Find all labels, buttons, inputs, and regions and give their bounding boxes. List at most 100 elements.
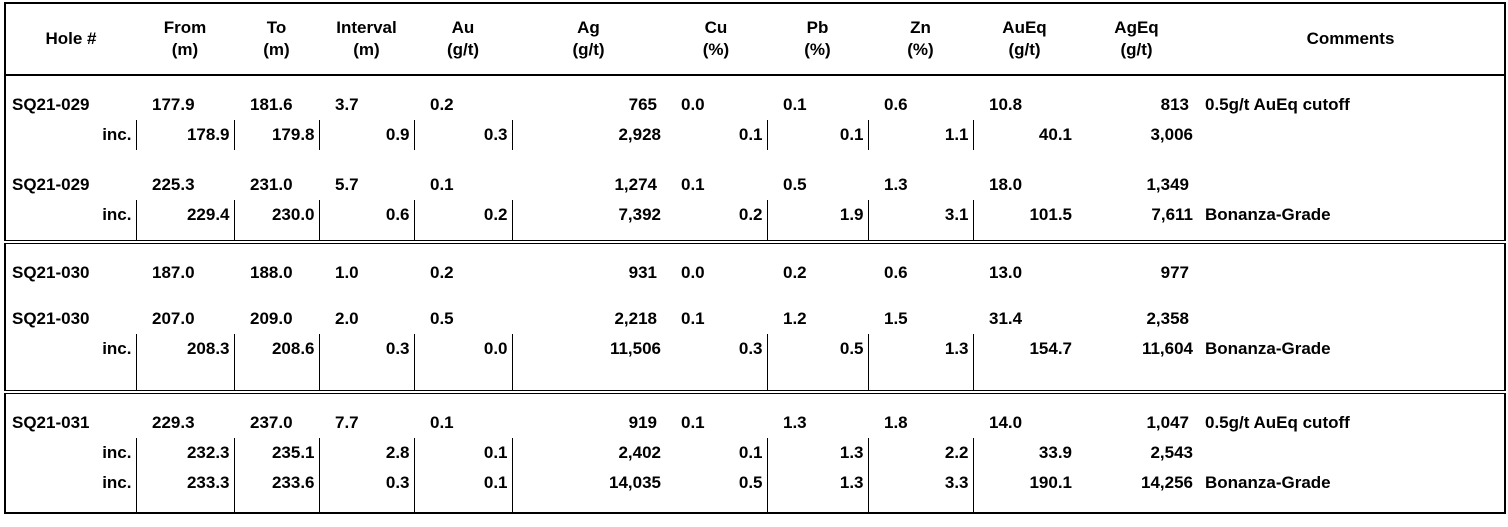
table-cell: 0.1 xyxy=(665,120,768,150)
table-cell: 0.3 xyxy=(319,468,415,513)
table-cell: SQ21-029 xyxy=(12,175,90,194)
table-cell: inc. xyxy=(5,120,137,150)
table-cell: 225.3 xyxy=(152,175,195,194)
table-cell: Bonanza-Grade xyxy=(1205,339,1331,358)
table-cell: 1,349 xyxy=(1146,175,1189,194)
header-line: (m) xyxy=(353,40,380,59)
table-cell: 0.6 xyxy=(319,200,415,242)
header-line: (g/t) xyxy=(1008,40,1041,59)
table-cell: inc. xyxy=(5,468,137,513)
table-cell: 0.2 xyxy=(767,240,868,288)
header-line: (%) xyxy=(804,40,831,59)
table-cell: 40.1 xyxy=(1038,125,1072,144)
table-cell: 233.6 xyxy=(234,468,320,513)
table-cell: 0.1 xyxy=(665,438,768,468)
table-cell: 178.9 xyxy=(136,120,235,150)
table-cell: 0.0 xyxy=(681,95,705,114)
table-cell: 1,274 xyxy=(614,175,657,194)
table-cell: 33.9 xyxy=(1038,443,1072,462)
table-cell: 0.3 xyxy=(665,334,768,392)
table-cell: 0.1 xyxy=(665,390,767,438)
header-line: Ag xyxy=(577,18,600,37)
table-row: inc. 233.3 233.6 0.3 0.1 14,035 0.5 1.3 3.3 190.1… xyxy=(5,468,1505,513)
table-cell: 0.5g/t AuEq cutoff xyxy=(1205,95,1350,114)
table-cell: 18.0 xyxy=(989,175,1023,194)
table-cell: 0.2 xyxy=(414,240,512,288)
table-cell: 0.5 xyxy=(665,468,768,513)
table-cell: 0.1 xyxy=(414,468,513,513)
table-cell: 0.1 xyxy=(767,120,869,150)
table-cell: 0.1 xyxy=(430,175,454,194)
table-cell: 765 xyxy=(628,95,657,114)
header-line: From xyxy=(163,18,207,37)
header-line: Zn xyxy=(910,18,931,37)
column-header: To (m) xyxy=(234,3,319,76)
table-cell: 0.6 xyxy=(884,95,908,114)
table-cell: 229.3 xyxy=(136,390,234,438)
table-cell: 237.0 xyxy=(234,390,319,438)
header-line: (g/t) xyxy=(446,40,480,59)
table-cell: 3,006 xyxy=(1150,125,1193,144)
column-header: AuEq (g/t) xyxy=(973,3,1076,76)
table-cell: 181.6 xyxy=(250,95,293,114)
table-cell: 188.0 xyxy=(234,240,319,288)
table-cell: 31.4 xyxy=(989,309,1023,328)
table-cell: 0.2 xyxy=(430,95,454,114)
table-row: SQ21-031 229.3 237.0 7.7 0.1 919 0.1 1.3 1.8 14.0… xyxy=(5,390,1505,438)
table-cell xyxy=(1197,150,1505,200)
header-line: (%) xyxy=(907,40,934,59)
table-cell: 177.9 xyxy=(152,95,195,114)
table-cell: 0.5g/t AuEq cutoff xyxy=(1197,390,1505,438)
table-cell: 7.7 xyxy=(319,390,414,438)
table-cell: SQ21-030 xyxy=(12,309,90,328)
table-cell: 0.1 xyxy=(414,438,513,468)
table-cell: 1.8 xyxy=(868,390,973,438)
table-row: inc. 178.9 179.8 0.9 0.3 2,928 0.1 0.1 1.1 40.1 3,… xyxy=(5,120,1505,150)
table-cell: 0.5 xyxy=(767,334,869,392)
table-cell: 0.5 xyxy=(430,309,454,328)
table-cell: 1.1 xyxy=(868,120,974,150)
table-header: Hole # From (m) To (m) Interval (m) Au (g/t) Ag (g… xyxy=(5,3,1505,76)
table-cell: 1.5 xyxy=(884,309,908,328)
table-cell: 230.0 xyxy=(234,200,320,242)
table-cell: 5.7 xyxy=(335,175,359,194)
table-cell: SQ21-031 xyxy=(5,390,136,438)
header-line: AgEq xyxy=(1114,18,1159,37)
table-cell: 0.2 xyxy=(414,200,513,242)
column-header: Hole # xyxy=(5,3,136,76)
table-cell: 2,402 xyxy=(618,443,661,462)
table-cell: 7,611 xyxy=(1151,205,1193,224)
table-cell: SQ21-030 xyxy=(5,240,136,288)
header-line: (m) xyxy=(263,40,290,59)
assay-table: Hole # From (m) To (m) Interval (m) Au (g/t) Ag (g… xyxy=(4,2,1506,514)
table-cell: 187.0 xyxy=(136,240,234,288)
table-cell: 235.1 xyxy=(234,438,320,468)
table-cell: 0.9 xyxy=(319,120,415,150)
table-cell: 229.4 xyxy=(136,200,235,242)
table-cell: 208.6 xyxy=(234,334,320,392)
table-cell: 0.1 xyxy=(783,95,807,114)
row-group: SQ21-030 187.0 188.0 1.0 0.2 931 0.0 0.2 0.6 13.0… xyxy=(5,240,1505,392)
table-cell: 1.3 xyxy=(767,390,868,438)
table-cell: 0.1 xyxy=(681,309,705,328)
table-row: inc. 229.4 230.0 0.6 0.2 7,392 0.2 1.9 3.1 101.5 7… xyxy=(5,200,1505,242)
table-row: SQ21-029 177.9 181.6 3.7 0.2 765 0.0 0.1 0.6 10.8… xyxy=(5,75,1505,120)
row-group: SQ21-029 177.9 181.6 3.7 0.2 765 0.0 0.1 0.6 10.8… xyxy=(5,75,1505,242)
table-cell: 931 xyxy=(512,240,665,288)
table-cell: Bonanza-Grade xyxy=(1205,473,1331,492)
table-cell: 0.3 xyxy=(414,120,513,150)
table-cell: 11,506 xyxy=(609,339,661,358)
header-line: Comments xyxy=(1306,29,1395,48)
table-cell: 1.3 xyxy=(767,438,869,468)
table-cell: 101.5 xyxy=(1029,205,1072,224)
table-cell: 154.7 xyxy=(1029,339,1072,358)
column-header: Pb (%) xyxy=(767,3,868,76)
table-cell: 0.6 xyxy=(868,240,973,288)
table-cell: 11,604 xyxy=(1141,339,1193,358)
table-row: SQ21-030 187.0 188.0 1.0 0.2 931 0.0 0.2 0.6 13.0… xyxy=(5,240,1505,288)
header-row: Hole # From (m) To (m) Interval (m) Au (g/t) Ag (g… xyxy=(5,3,1505,76)
table-cell xyxy=(1197,240,1505,288)
column-header: From (m) xyxy=(136,3,234,76)
column-header: AgEq (g/t) xyxy=(1076,3,1197,76)
